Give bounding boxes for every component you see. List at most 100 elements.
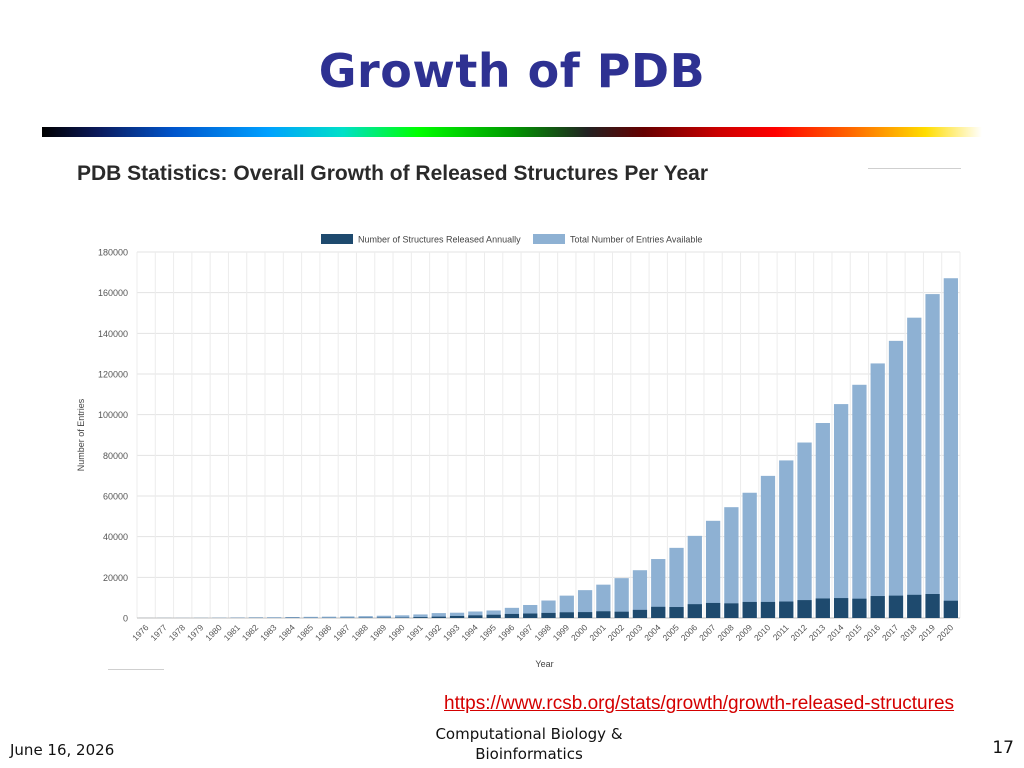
x-tick-label: 2018 — [898, 622, 919, 643]
y-tick-label: 60000 — [103, 492, 128, 502]
bar-annual-released — [815, 598, 830, 618]
y-tick-label: 120000 — [98, 370, 128, 380]
y-tick-label: 160000 — [98, 288, 128, 298]
x-tick-label: 2012 — [789, 622, 810, 643]
bar-total-entries — [376, 615, 392, 618]
x-tick-label: 1981 — [222, 622, 243, 643]
x-tick-label: 2010 — [752, 622, 773, 643]
bar-annual-released — [779, 601, 794, 618]
bar-annual-released — [888, 595, 904, 618]
bar-annual-released — [852, 598, 867, 618]
footer-course-line1: Computational Biology & — [435, 725, 623, 743]
y-tick-label: 100000 — [98, 410, 128, 420]
x-tick-label: 2007 — [697, 622, 718, 643]
x-tick-label: 2009 — [734, 622, 755, 643]
bar-annual-released — [614, 611, 629, 618]
bar-total-entries — [925, 294, 940, 618]
bar-annual-released — [724, 603, 739, 618]
x-tick-label: 1979 — [185, 622, 206, 643]
x-tick-label: 1984 — [276, 622, 297, 643]
x-tick-label: 2002 — [606, 622, 627, 643]
bar-annual-released — [431, 616, 446, 618]
bar-total-entries — [669, 547, 684, 618]
bar-annual-released — [486, 614, 501, 618]
bar-total-entries — [852, 384, 867, 618]
x-tick-label: 2020 — [935, 622, 956, 643]
page-number: 17 — [992, 738, 1014, 758]
bar-total-entries — [358, 616, 373, 618]
bar-annual-released — [669, 607, 684, 618]
bar-total-entries — [760, 475, 776, 618]
x-axis-title: Year — [535, 659, 553, 669]
bar-total-entries — [340, 616, 355, 618]
legend-swatch-annual — [321, 234, 353, 244]
bar-total-entries — [267, 617, 282, 618]
x-tick-label: 1996 — [496, 622, 517, 643]
bar-annual-released — [632, 609, 648, 618]
bar-total-entries — [687, 535, 702, 618]
bar-total-entries — [779, 460, 794, 618]
bar-total-entries — [888, 340, 904, 618]
y-tick-label: 180000 — [98, 248, 128, 258]
bar-annual-released — [797, 600, 812, 618]
bar-total-entries — [742, 492, 757, 618]
y-tick-label: 140000 — [98, 329, 128, 339]
x-tick-label: 1993 — [441, 622, 462, 643]
bar-total-entries — [651, 559, 666, 618]
bar-total-entries — [943, 278, 958, 618]
x-tick-label: 1982 — [240, 622, 261, 643]
bar-annual-released — [577, 612, 593, 618]
x-tick-label: 2017 — [880, 622, 901, 643]
x-tick-label: 1998 — [532, 622, 553, 643]
x-tick-label: 2004 — [642, 622, 663, 643]
bar-annual-released — [705, 602, 721, 618]
x-tick-label: 1992 — [423, 622, 444, 643]
x-tick-label: 1991 — [404, 622, 425, 643]
x-tick-label: 2016 — [862, 622, 883, 643]
bar-total-entries — [321, 616, 337, 618]
bar-annual-released — [449, 615, 465, 618]
x-tick-label: 2008 — [715, 622, 736, 643]
bar-total-entries — [248, 617, 264, 618]
x-tick-label: 1985 — [295, 622, 316, 643]
bar-annual-released — [651, 606, 666, 618]
source-link[interactable]: https://www.rcsb.org/stats/growth/growth… — [444, 693, 955, 714]
y-tick-label: 80000 — [103, 451, 128, 461]
bar-total-entries — [870, 363, 885, 618]
x-tick-label: 2006 — [679, 622, 700, 643]
bar-total-entries — [724, 507, 739, 618]
bar-total-entries — [486, 610, 501, 618]
bar-total-entries — [449, 612, 465, 618]
x-tick-label: 1976 — [130, 622, 151, 643]
legend-swatch-total — [533, 234, 565, 244]
x-tick-label: 2015 — [843, 622, 864, 643]
bar-annual-released — [742, 601, 757, 618]
x-tick-label: 1986 — [313, 622, 334, 643]
bar-total-entries — [596, 584, 611, 618]
x-tick-label: 1987 — [331, 622, 352, 643]
x-tick-label: 1978 — [167, 622, 188, 643]
bar-annual-released — [596, 611, 611, 618]
bar-total-entries — [468, 611, 483, 618]
x-tick-label: 1989 — [368, 622, 389, 643]
chart-title: PDB Statistics: Overall Growth of Releas… — [77, 162, 709, 185]
bar-annual-released — [541, 612, 556, 618]
x-tick-label: 2011 — [771, 622, 791, 642]
bar-annual-released — [833, 598, 849, 618]
x-tick-label: 2019 — [917, 622, 938, 643]
bottom-left-rule — [108, 669, 164, 670]
bar-total-entries — [285, 617, 300, 618]
spectrum-divider — [42, 127, 982, 137]
bar-annual-released — [925, 594, 940, 618]
bar-annual-released — [687, 604, 702, 618]
legend-label-annual: Number of Structures Released Annually — [358, 235, 521, 245]
bar-annual-released — [907, 594, 922, 618]
x-tick-label: 2014 — [825, 622, 846, 643]
y-tick-label: 20000 — [103, 573, 128, 583]
x-tick-label: 2005 — [660, 622, 681, 643]
top-right-rule — [868, 168, 961, 169]
bar-annual-released — [760, 601, 776, 618]
bar-total-entries — [907, 317, 922, 618]
bar-total-entries — [833, 404, 849, 618]
